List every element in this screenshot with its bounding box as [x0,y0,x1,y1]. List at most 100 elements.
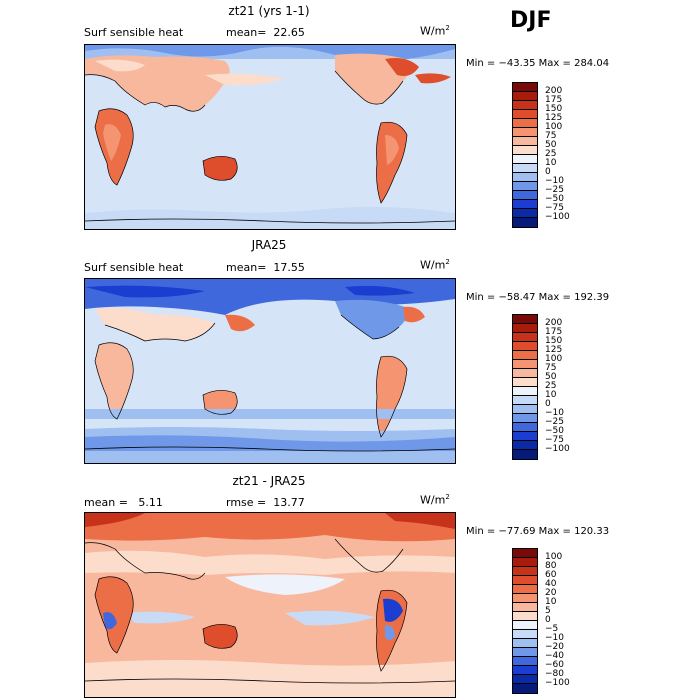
panel-3-title: zt21 - JRA25 [232,474,306,488]
colorbar-cell [513,621,537,630]
colorbar-cell [513,684,537,693]
panel-2-colorbar-labels: 200 175 150 125 100 75 50 25 10 0 −10 −25 −50 −75 −100 [545,314,595,458]
colorbar-label: 10 [545,158,557,168]
landmass-eurasia [95,307,215,341]
colorbar-label: 100 [545,122,563,132]
colorbar-label: 150 [545,336,563,346]
colorbar-label: −40 [545,651,564,661]
colorbar-label: 25 [545,149,557,159]
colorbar-cell [513,101,537,110]
colorbar-cell [513,432,537,441]
panel-1-minmax: Min = −43.35 Max = 284.04 [466,58,610,69]
colorbar-cell [513,137,537,146]
panel-2-mean: mean= 17.55 [226,261,305,274]
colorbar-cell [513,558,537,567]
colorbar-label: 10 [545,597,557,607]
colorbar-cell [513,612,537,621]
colorbar-label: 200 [545,86,563,96]
colorbar-label: 0 [545,615,551,625]
colorbar-label: 150 [545,104,563,114]
colorbar-cell [513,83,537,92]
colorbar-cell [513,191,537,200]
colorbar-cell [513,173,537,182]
panel-1-colorbar-labels: 200 175 150 125 100 75 50 25 10 0 −10 −25 −50 −75 −100 [545,82,595,226]
colorbar-label: −50 [545,426,564,436]
colorbar-cell [513,155,537,164]
colorbar-cell [513,657,537,666]
colorbar-cell [513,128,537,137]
panel-1-map [84,44,456,230]
panel-3-rmse: rmse = 13.77 [226,496,305,509]
colorbar-label: −100 [545,212,570,222]
colorbar-label: −60 [545,660,564,670]
colorbar-label: 40 [545,579,557,589]
panel-1-mean: mean= 22.65 [226,26,305,39]
colorbar-label: −10 [545,408,564,418]
colorbar-cell [513,450,537,459]
colorbar-cell [513,423,537,432]
panel-2-field-label: Surf sensible heat [84,261,184,274]
colorbar-cell [513,182,537,191]
colorbar-cell [513,441,537,450]
panel-2-minmax: Min = −58.47 Max = 192.39 [466,292,610,303]
colorbar-cell [513,218,537,227]
panel-3-colorbar [512,548,538,694]
colorbar-label: 100 [545,354,563,364]
colorbar-label: 10 [545,390,557,400]
colorbar-cell [513,146,537,155]
landmass-africa [95,576,134,653]
panel-2-colorbar [512,314,538,460]
colorbar-cell [513,630,537,639]
colorbar-label: −5 [545,624,559,634]
colorbar-cell [513,333,537,342]
colorbar-cell [513,639,537,648]
panel-1-title: zt21 (yrs 1-1) [228,4,310,18]
panel-2-map [84,278,456,464]
panel-3-minmax: Min = −77.69 Max = 120.33 [466,526,610,537]
colorbar-label: −100 [545,444,570,454]
colorbar-label: −20 [545,642,564,652]
colorbar-label: −100 [545,678,570,688]
colorbar-cell [513,360,537,369]
landmass-australia [203,390,238,415]
panel-1-units: W/m2 [420,24,450,38]
colorbar-cell [513,369,537,378]
colorbar-cell [513,315,537,324]
colorbar-label: 80 [545,561,557,571]
colorbar-label: −25 [545,185,564,195]
colorbar-label: 75 [545,131,557,141]
colorbar-label: 20 [545,588,557,598]
colorbar-cell [513,567,537,576]
colorbar-cell [513,378,537,387]
colorbar-label: −10 [545,176,564,186]
colorbar-label: 175 [545,327,563,337]
colorbar-label: −75 [545,203,564,213]
colorbar-cell [513,666,537,675]
colorbar-cell [513,648,537,657]
colorbar-label: 175 [545,95,563,105]
colorbar-cell [513,549,537,558]
colorbar-label: 5 [545,606,551,616]
colorbar-label: 200 [545,318,563,328]
colorbar-cell [513,576,537,585]
colorbar-cell [513,324,537,333]
colorbar-cell [513,387,537,396]
colorbar-cell [513,405,537,414]
colorbar-label: 125 [545,345,563,355]
panel-1-field-label: Surf sensible heat [84,26,184,39]
colorbar-cell [513,603,537,612]
colorbar-cell [513,119,537,128]
colorbar-label: 100 [545,552,563,562]
landmass-africa [95,342,134,419]
colorbar-label: −80 [545,669,564,679]
colorbar-label: −25 [545,417,564,427]
colorbar-cell [513,585,537,594]
panel-2-units: W/m2 [420,258,450,272]
panel-3-units: W/m2 [420,493,450,507]
colorbar-label: 0 [545,167,551,177]
panel-1-colorbar [512,82,538,228]
colorbar-label: 25 [545,381,557,391]
colorbar-cell [513,164,537,173]
colorbar-label: 75 [545,363,557,373]
colorbar-cell [513,396,537,405]
